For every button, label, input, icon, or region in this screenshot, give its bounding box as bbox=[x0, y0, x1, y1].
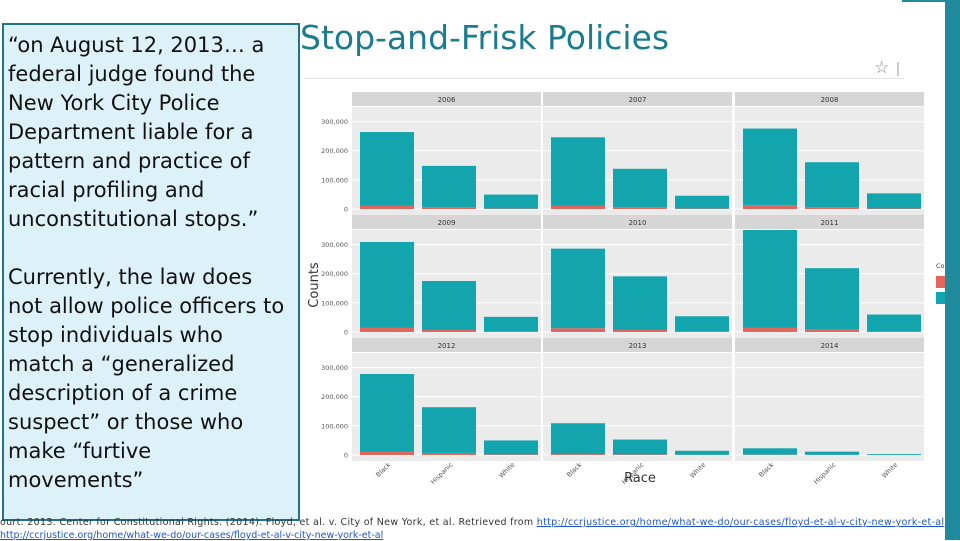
bar-fe-2010-hispanic bbox=[613, 330, 667, 332]
bar-m-2014-hispanic bbox=[805, 452, 859, 455]
bar-m-2014-white bbox=[867, 454, 921, 455]
y-tick-label: 300,000 bbox=[321, 364, 348, 372]
legend-swatch-fe bbox=[936, 276, 945, 288]
bar-fe-2008-hispanic bbox=[805, 207, 859, 209]
y-tick-label: 300,000 bbox=[321, 118, 348, 126]
facet-label-2009: 2009 bbox=[438, 219, 456, 227]
y-tick-label: 200,000 bbox=[321, 147, 348, 155]
bar-m-2008-black bbox=[743, 129, 797, 206]
bar-m-2009-hispanic bbox=[422, 281, 476, 330]
y-tick-label: 0 bbox=[344, 329, 348, 337]
facet-panel-2014 bbox=[735, 353, 924, 461]
bar-fe-2013-hispanic bbox=[613, 454, 667, 455]
callout-quote: “on August 12, 2013… a federal judge fou… bbox=[8, 31, 292, 234]
bar-fe-2012-white bbox=[484, 454, 538, 455]
source-text: ourt. 2013. Center for Constitutional Ri… bbox=[0, 517, 537, 528]
bar-m-2011-black bbox=[743, 230, 797, 328]
x-tick-label: Hispanic bbox=[429, 460, 455, 486]
chart-container: 2006 0 100,000 200,000 300,000 2007 2008 2009 0 1… bbox=[300, 80, 945, 520]
bar-fe-2009-hispanic bbox=[422, 330, 476, 332]
toolbar-separator bbox=[897, 62, 899, 76]
bar-fe-2012-black bbox=[360, 452, 414, 455]
bar-fe-2009-black bbox=[360, 328, 414, 332]
x-tick-label: White bbox=[880, 461, 899, 480]
x-tick-label: Black bbox=[757, 461, 775, 479]
bar-m-2011-white bbox=[867, 315, 921, 332]
faceted-bar-chart: 2006 0 100,000 200,000 300,000 2007 2008 2009 0 1… bbox=[300, 80, 945, 520]
bar-m-2010-hispanic bbox=[613, 276, 667, 330]
bar-fe-2007-black bbox=[551, 206, 605, 209]
facet-label-2012: 2012 bbox=[438, 342, 456, 350]
facet-label-2007: 2007 bbox=[629, 96, 647, 104]
facet-label-2013: 2013 bbox=[629, 342, 647, 350]
bar-fe-2010-white bbox=[675, 331, 729, 332]
legend-title: Color bbox=[936, 262, 945, 270]
y-tick-label: 0 bbox=[344, 452, 348, 460]
y-tick-label: 200,000 bbox=[321, 270, 348, 278]
legend-swatch-m bbox=[936, 292, 945, 304]
bar-m-2010-white bbox=[675, 316, 729, 331]
frame-right-accent bbox=[945, 0, 960, 540]
bar-fe-2006-black bbox=[360, 206, 414, 209]
y-tick-label: 100,000 bbox=[321, 422, 348, 430]
bar-m-2006-hispanic bbox=[422, 166, 476, 207]
bar-m-2008-hispanic bbox=[805, 162, 859, 207]
bar-m-2007-hispanic bbox=[613, 169, 667, 207]
x-tick-label: Black bbox=[374, 461, 392, 479]
browser-toolbar bbox=[304, 58, 904, 79]
bar-m-2009-white bbox=[484, 317, 538, 332]
bar-fe-2011-hispanic bbox=[805, 330, 859, 332]
x-tick-label: Black bbox=[565, 461, 583, 479]
x-axis-label: Race bbox=[624, 471, 656, 486]
y-tick-label: 100,000 bbox=[321, 299, 348, 307]
y-tick-label: 200,000 bbox=[321, 393, 348, 401]
x-tick-label: White bbox=[497, 461, 516, 480]
bar-fe-2007-hispanic bbox=[613, 207, 667, 209]
bar-fe-2009-white bbox=[484, 331, 538, 332]
bar-m-2013-black bbox=[551, 423, 605, 454]
bar-m-2012-black bbox=[360, 374, 414, 452]
source-link[interactable]: http://ccrjustice.org/home/what-we-do/ou… bbox=[537, 517, 945, 528]
bar-m-2010-black bbox=[551, 249, 605, 329]
facet-label-2010: 2010 bbox=[629, 219, 647, 227]
y-tick-label: 300,000 bbox=[321, 241, 348, 249]
y-tick-label: 0 bbox=[344, 206, 348, 214]
bar-fe-2010-black bbox=[551, 328, 605, 332]
y-tick-label: 100,000 bbox=[321, 176, 348, 184]
bar-fe-2006-hispanic bbox=[422, 207, 476, 209]
bar-fe-2013-black bbox=[551, 454, 605, 455]
bar-m-2008-white bbox=[867, 193, 921, 208]
bar-m-2011-hispanic bbox=[805, 268, 859, 329]
facet-label-2011: 2011 bbox=[821, 219, 839, 227]
bar-m-2012-white bbox=[484, 440, 538, 454]
slide-title: Stop-and-Frisk Policies bbox=[300, 18, 669, 57]
x-tick-label: White bbox=[688, 461, 707, 480]
bar-fe-2011-black bbox=[743, 328, 797, 332]
source-url-link[interactable]: http://ccrjustice.org/home/what-we-do/ou… bbox=[0, 530, 383, 541]
x-tick-label: Hispanic bbox=[812, 460, 838, 486]
bar-m-2007-black bbox=[551, 137, 605, 205]
bar-m-2007-white bbox=[675, 196, 729, 209]
bar-m-2012-hispanic bbox=[422, 407, 476, 453]
source-citation: ourt. 2013. Center for Constitutional Ri… bbox=[0, 517, 944, 528]
bar-m-2006-white bbox=[484, 195, 538, 209]
y-axis-label: Counts bbox=[307, 262, 322, 308]
source-url-line: http://ccrjustice.org/home/what-we-do/ou… bbox=[0, 530, 383, 541]
quote-callout: “on August 12, 2013… a federal judge fou… bbox=[2, 23, 300, 521]
bar-fe-2008-black bbox=[743, 205, 797, 209]
bar-m-2013-hispanic bbox=[613, 440, 667, 455]
star-icon[interactable]: ☆ bbox=[874, 58, 889, 78]
bar-m-2013-white bbox=[675, 451, 729, 455]
bar-fe-2012-hispanic bbox=[422, 453, 476, 455]
callout-law-note: Currently, the law does not allow police… bbox=[8, 263, 292, 495]
bar-m-2009-black bbox=[360, 242, 414, 328]
facet-label-2006: 2006 bbox=[438, 96, 456, 104]
facet-label-2008: 2008 bbox=[821, 96, 839, 104]
facet-label-2014: 2014 bbox=[821, 342, 839, 350]
bar-fe-2011-white bbox=[867, 331, 921, 332]
bar-m-2014-black bbox=[743, 448, 797, 454]
bar-m-2006-black bbox=[360, 132, 414, 205]
